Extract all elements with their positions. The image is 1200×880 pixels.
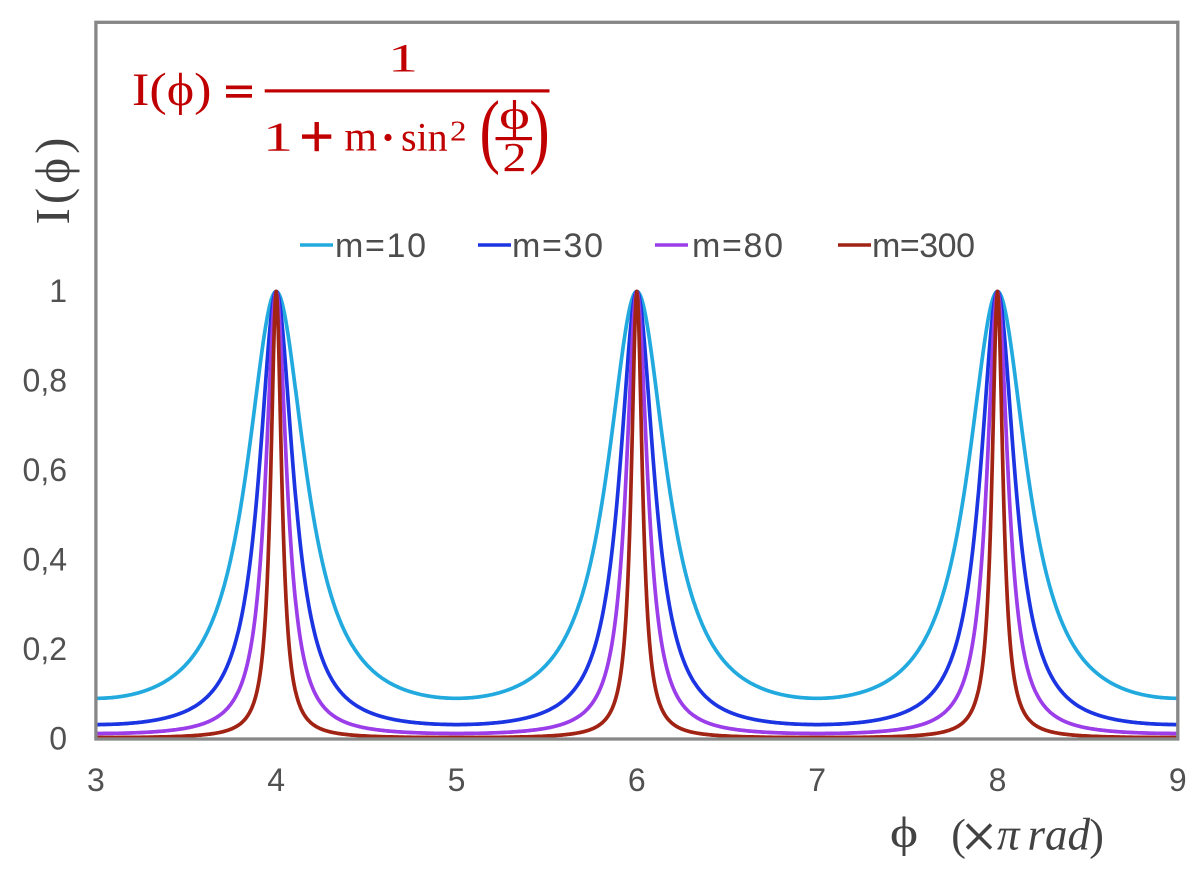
svg-text:8: 8 xyxy=(989,762,1007,798)
svg-text:m=30: m=30 xyxy=(512,227,603,265)
svg-text:I(ϕ): I(ϕ) xyxy=(132,64,212,116)
svg-text:1: 1 xyxy=(388,36,418,81)
svg-text:): ) xyxy=(529,84,549,176)
svg-text:m=10: m=10 xyxy=(335,227,426,265)
svg-text:I(ϕ): I(ϕ) xyxy=(25,138,80,225)
svg-text:(: ( xyxy=(480,84,500,176)
svg-text:7: 7 xyxy=(808,762,826,798)
svg-text:π: π xyxy=(997,810,1021,860)
svg-text:4: 4 xyxy=(267,762,285,798)
svg-text:9: 9 xyxy=(1169,762,1187,798)
svg-text:rad: rad xyxy=(1028,810,1091,860)
svg-text:1: 1 xyxy=(49,273,67,309)
svg-text:ϕ: ϕ xyxy=(499,93,530,139)
svg-text:1: 1 xyxy=(263,114,293,160)
svg-text:3: 3 xyxy=(87,762,105,798)
svg-text:0,4: 0,4 xyxy=(23,542,67,578)
svg-text:m: m xyxy=(344,115,377,161)
svg-text:0,8: 0,8 xyxy=(23,363,67,399)
svg-text:2: 2 xyxy=(450,116,467,148)
svg-text:2: 2 xyxy=(503,134,527,180)
svg-text:): ) xyxy=(1089,811,1104,860)
svg-text:sin: sin xyxy=(401,115,448,160)
svg-text:m=300: m=300 xyxy=(872,227,975,265)
svg-text:0,2: 0,2 xyxy=(23,631,67,667)
svg-text:(: ( xyxy=(951,811,966,860)
svg-text:6: 6 xyxy=(628,762,646,798)
svg-text:0,6: 0,6 xyxy=(23,452,67,488)
svg-text:0: 0 xyxy=(49,721,67,757)
svg-text:5: 5 xyxy=(448,762,466,798)
svg-text:ϕ: ϕ xyxy=(890,809,918,857)
svg-text:m=80: m=80 xyxy=(692,227,783,265)
